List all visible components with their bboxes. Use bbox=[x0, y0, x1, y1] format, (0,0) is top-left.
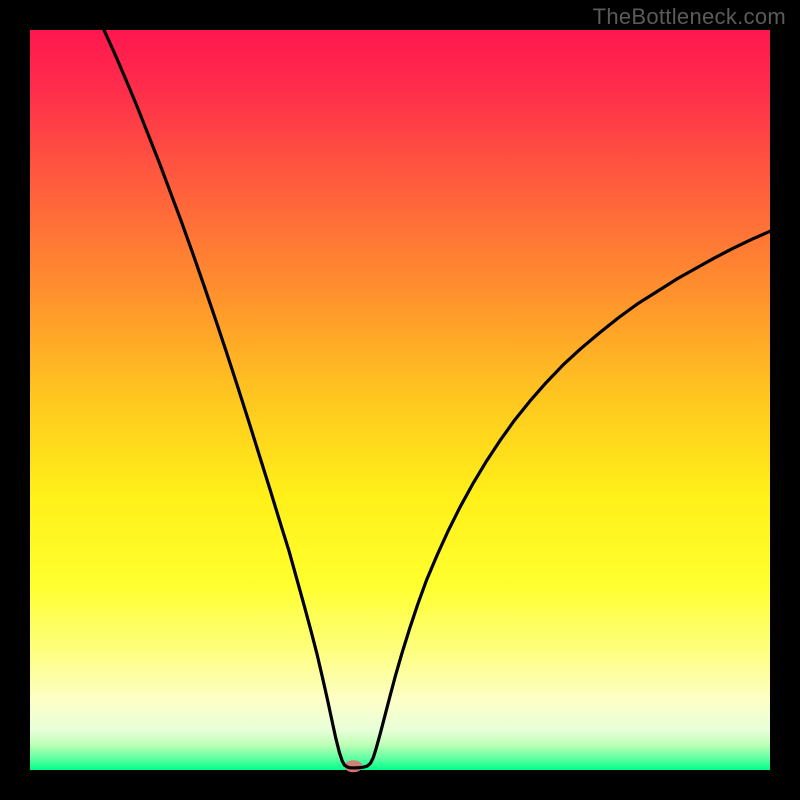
chart-svg bbox=[0, 0, 800, 800]
chart-stage: TheBottleneck.com bbox=[0, 0, 800, 800]
watermark-text: TheBottleneck.com bbox=[593, 4, 786, 30]
